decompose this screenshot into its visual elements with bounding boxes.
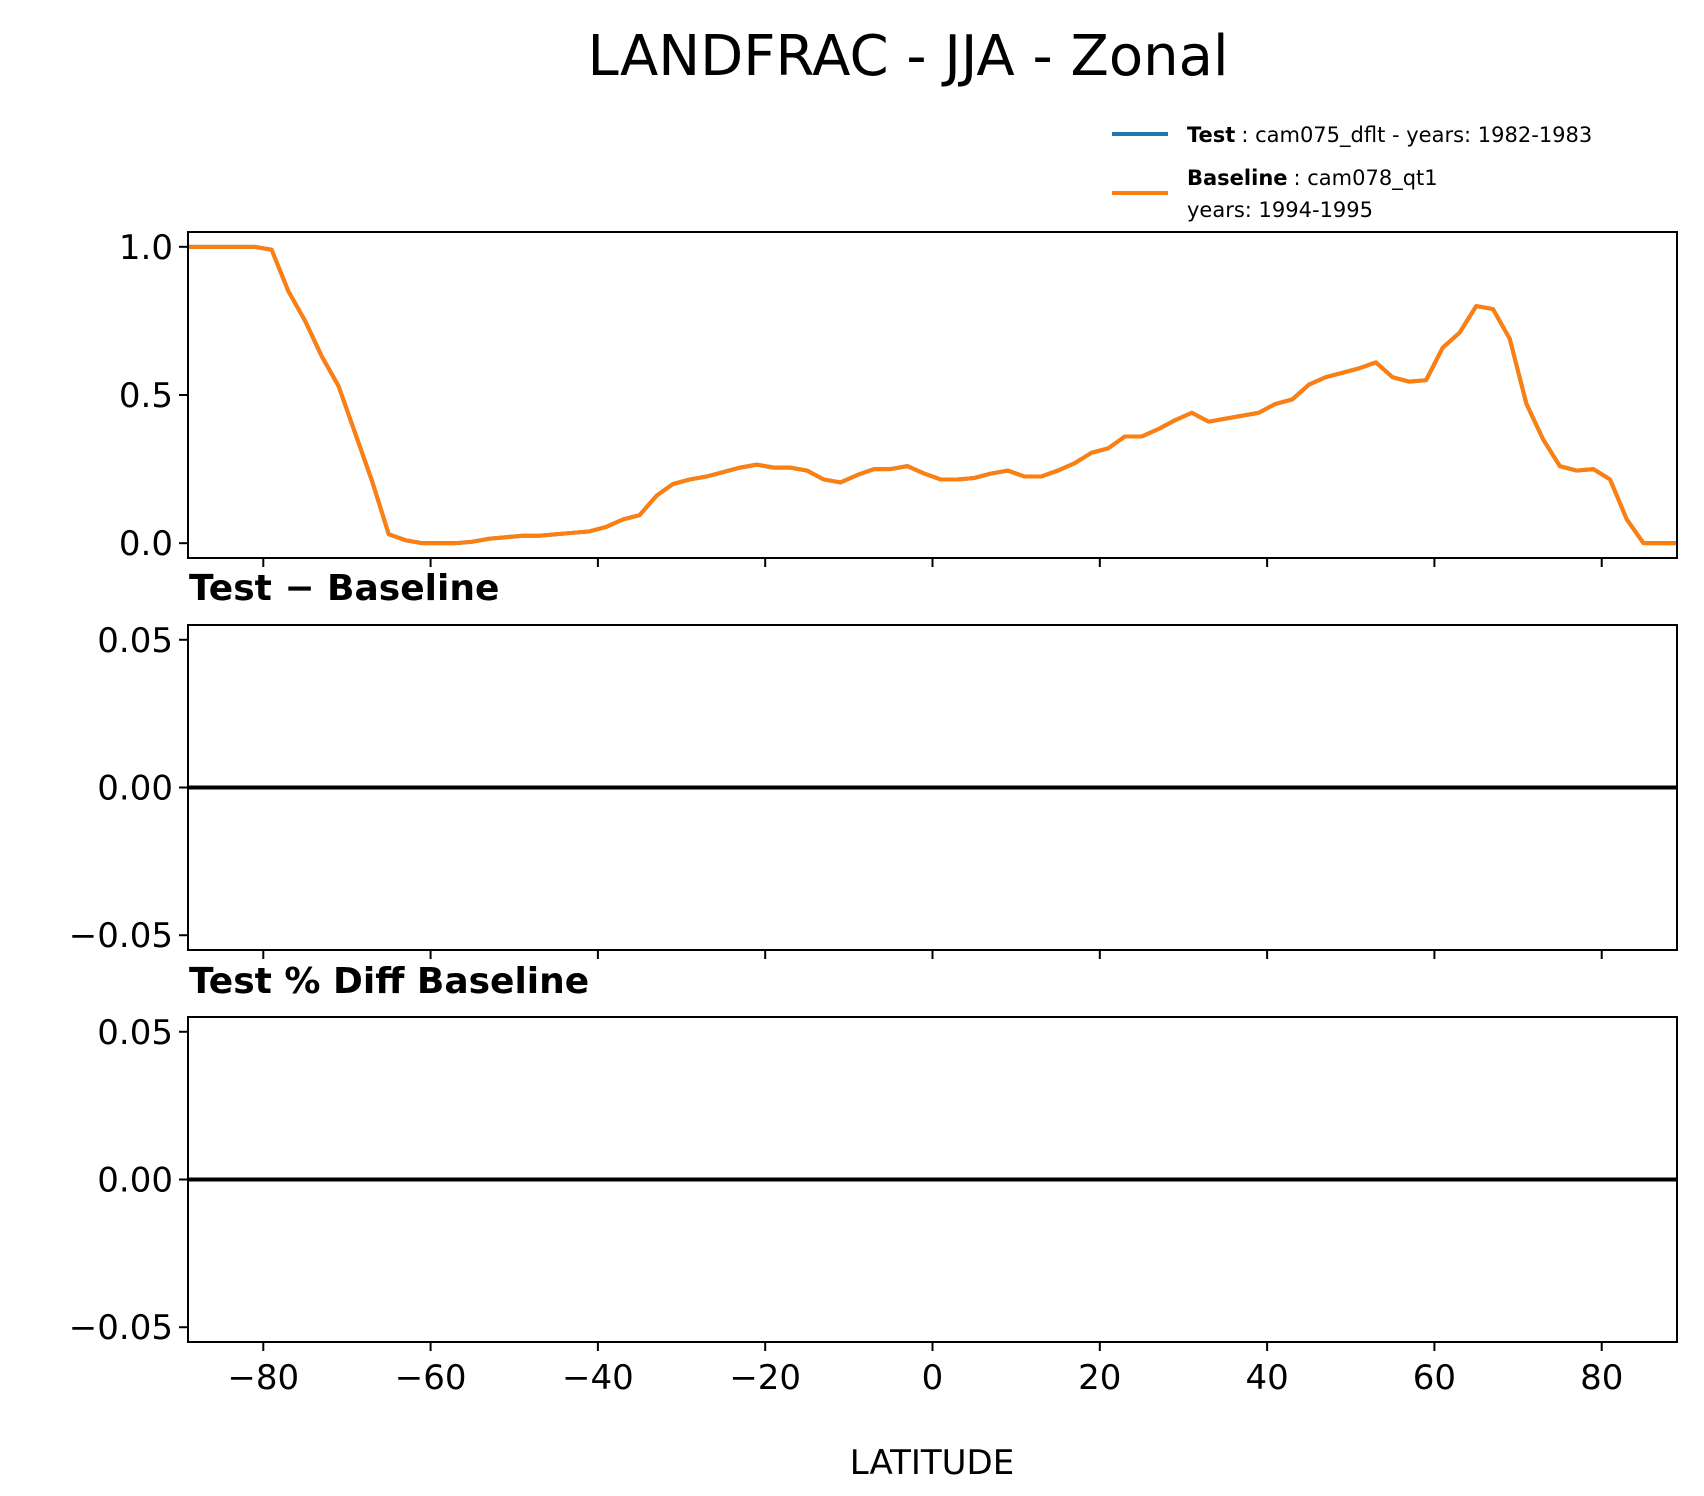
x-tick-label: 20 [1078,1358,1121,1398]
y-tick-label: 1.0 [119,228,173,268]
legend-test-name: Test [1187,123,1235,147]
legend-entry-test: Test: cam075_dflt - years: 1982-1983 [1187,123,1592,148]
y-tick-label: −0.05 [69,916,173,956]
panel-difference: 0.05 0.00 −0.05 [69,621,1678,959]
legend-baseline-years: years: 1994-1995 [1187,198,1373,222]
y-tick-label: 0.05 [97,621,173,661]
diff-panel-title: Test − Baseline [189,568,499,609]
x-tick-label: 60 [1413,1358,1456,1398]
y-tick-label: 0.05 [97,1013,173,1053]
x-axis-label: LATITUDE [850,1443,1014,1483]
y-tick-label: 0.0 [119,524,173,564]
x-tick-label: −80 [227,1358,299,1398]
legend-entry-baseline: Baseline: cam078_qt1 [1187,166,1438,191]
chart-title: LANDFRAC - JJA - Zonal [587,24,1228,89]
x-tick-label: 0 [922,1358,944,1398]
main-ticks: 1.0 0.5 0.0 [119,228,1603,567]
panel-main-zonal: 1.0 0.5 0.0 [119,228,1678,567]
series-line-baseline [188,244,1677,546]
panel-percent-difference: 0.05 0.00 −0.05 −80 −60 −40 −20 0 20 40 60 80 [69,1013,1678,1398]
diff-ticks: 0.05 0.00 −0.05 [69,621,1603,959]
x-tick-label: 40 [1245,1358,1288,1398]
y-tick-label: 0.00 [97,1161,173,1201]
x-tick-label: 80 [1580,1358,1623,1398]
y-tick-label: 0.5 [119,376,173,416]
y-tick-label: −0.05 [69,1308,173,1348]
x-tick-label: −40 [562,1358,634,1398]
x-tick-label: −20 [729,1358,801,1398]
legend-test-label: : cam075_dflt - years: 1982-1983 [1241,123,1592,148]
x-tick-label: −60 [395,1358,467,1398]
y-tick-label: 0.00 [97,769,173,809]
main-series-group [188,244,1677,546]
pct-diff-panel-title: Test % Diff Baseline [189,961,589,1002]
pct-diff-ticks: 0.05 0.00 −0.05 −80 −60 −40 −20 0 20 40 60 80 [69,1013,1624,1398]
legend-baseline-label: : cam078_qt1 [1294,166,1438,191]
legend: Test: cam075_dflt - years: 1982-1983 Bas… [1112,123,1592,222]
legend-baseline-name: Baseline [1187,166,1288,190]
